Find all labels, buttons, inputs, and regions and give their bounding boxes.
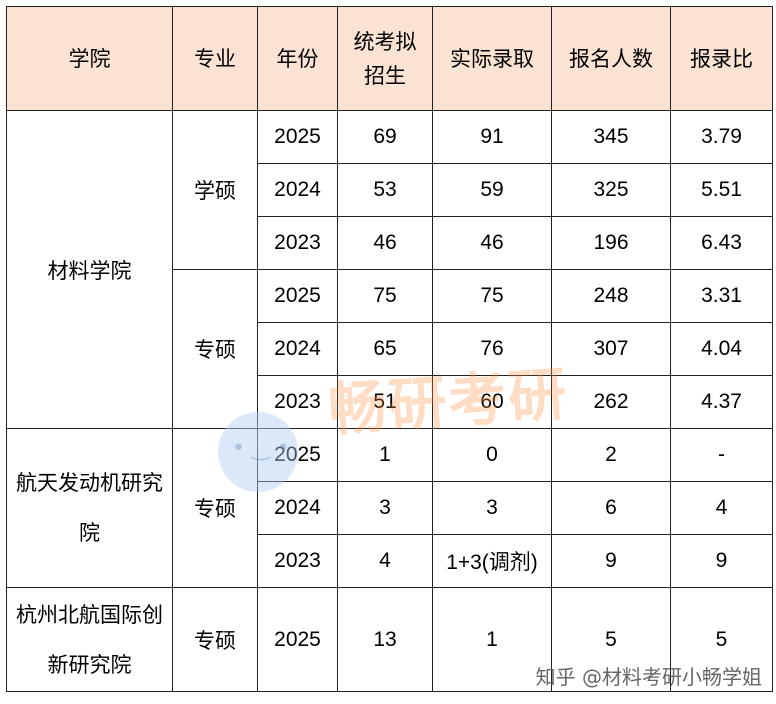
ratio-cell: 6.43 [670, 216, 773, 270]
header-row: 学院 专业 年份 统考拟招生 实际录取 报名人数 报录比 [6, 6, 773, 111]
applicants-cell: 307 [551, 322, 671, 376]
year-cell: 2023 [257, 375, 338, 429]
college-cell-text: 航天发动机研究院 [16, 471, 163, 545]
ratio-cell: 9 [670, 534, 773, 588]
planned-cell: 46 [337, 216, 433, 270]
college-cell: 航天发动机研究院 [6, 428, 173, 588]
admission-table: 学院 专业 年份 统考拟招生 实际录取 报名人数 报录比 材料学院 学硕 202… [6, 6, 773, 692]
planned-cell: 3 [337, 481, 433, 535]
planned-cell: 53 [337, 163, 433, 217]
applicants-cell: 5 [551, 587, 671, 692]
ratio-cell: 5.51 [670, 163, 773, 217]
header-ratio: 报录比 [670, 6, 773, 111]
applicants-cell: 248 [551, 269, 671, 323]
table-row: 2024 3 3 6 4 [7, 481, 773, 535]
table-row: 2024 53 59 325 5.51 [7, 163, 773, 217]
ratio-cell: 3.79 [670, 110, 773, 164]
ratio-cell: 5 [670, 587, 773, 692]
applicants-cell: 196 [551, 216, 671, 270]
admitted-cell: 75 [432, 269, 552, 323]
table-row: 2023 51 60 262 4.37 [7, 375, 773, 429]
year-cell: 2025 [257, 110, 338, 164]
year-cell: 2023 [257, 216, 338, 270]
planned-cell: 51 [337, 375, 433, 429]
applicants-cell: 2 [551, 428, 671, 482]
table-row: 航天发动机研究院 专硕 2025 1 0 2 - [6, 428, 773, 588]
major-cell: 专硕 [172, 587, 258, 692]
header-planned: 统考拟招生 [337, 6, 433, 111]
admitted-cell: 1 [432, 587, 552, 692]
table-row: 专硕 2025 75 75 248 3.31 [7, 269, 773, 429]
table-row: 材料学院 学硕 2025 69 91 345 3.79 [6, 110, 773, 429]
admitted-cell: 1+3(调剂) [432, 534, 552, 588]
applicants-cell: 6 [551, 481, 671, 535]
ratio-cell: 4 [670, 481, 773, 535]
planned-cell: 69 [337, 110, 433, 164]
applicants-cell: 262 [551, 375, 671, 429]
ratio-cell: 4.37 [670, 375, 773, 429]
year-cell: 2023 [257, 534, 338, 588]
major-cell: 专硕 [172, 428, 258, 588]
admitted-cell: 59 [432, 163, 552, 217]
header-applicants: 报名人数 [551, 6, 671, 111]
year-cell: 2024 [257, 481, 338, 535]
header-year: 年份 [257, 6, 338, 111]
ratio-cell: 3.31 [670, 269, 773, 323]
college-cell-text: 杭州北航国际创新研究院 [16, 602, 163, 677]
planned-cell: 65 [337, 322, 433, 376]
table-row: 2024 65 76 307 4.04 [7, 322, 773, 376]
year-cell: 2024 [257, 163, 338, 217]
table-row: 2023 46 46 196 6.43 [7, 216, 773, 270]
admitted-cell: 91 [432, 110, 552, 164]
admitted-cell: 46 [432, 216, 552, 270]
planned-cell: 13 [337, 587, 433, 692]
header-major: 专业 [172, 6, 258, 111]
admitted-cell: 60 [432, 375, 552, 429]
planned-cell: 4 [337, 534, 433, 588]
header-admitted: 实际录取 [432, 6, 552, 111]
major-cell: 专硕 [172, 269, 258, 429]
author-credit: 知乎 @材料考研小畅学姐 [535, 665, 762, 689]
ratio-cell: 4.04 [670, 322, 773, 376]
year-cell: 2024 [257, 322, 338, 376]
year-cell: 2025 [257, 587, 338, 692]
table-row: 2023 4 1+3(调剂) 9 9 [7, 534, 773, 588]
planned-cell: 75 [337, 269, 433, 323]
applicants-cell: 9 [551, 534, 671, 588]
college-cell: 杭州北航国际创新研究院 [6, 587, 173, 692]
admitted-cell: 0 [432, 428, 552, 482]
header-college: 学院 [6, 6, 173, 111]
planned-cell: 1 [337, 428, 433, 482]
admitted-cell: 3 [432, 481, 552, 535]
admitted-cell: 76 [432, 322, 552, 376]
ratio-cell: - [670, 428, 773, 482]
applicants-cell: 325 [551, 163, 671, 217]
applicants-cell: 345 [551, 110, 671, 164]
year-cell: 2025 [257, 428, 338, 482]
header-planned-text: 统考拟招生 [353, 29, 417, 88]
year-cell: 2025 [257, 269, 338, 323]
major-cell: 学硕 [172, 110, 258, 270]
table-row: 杭州北航国际创新研究院 专硕 2025 13 1 5 5 [6, 587, 773, 692]
college-cell: 材料学院 [6, 110, 173, 429]
